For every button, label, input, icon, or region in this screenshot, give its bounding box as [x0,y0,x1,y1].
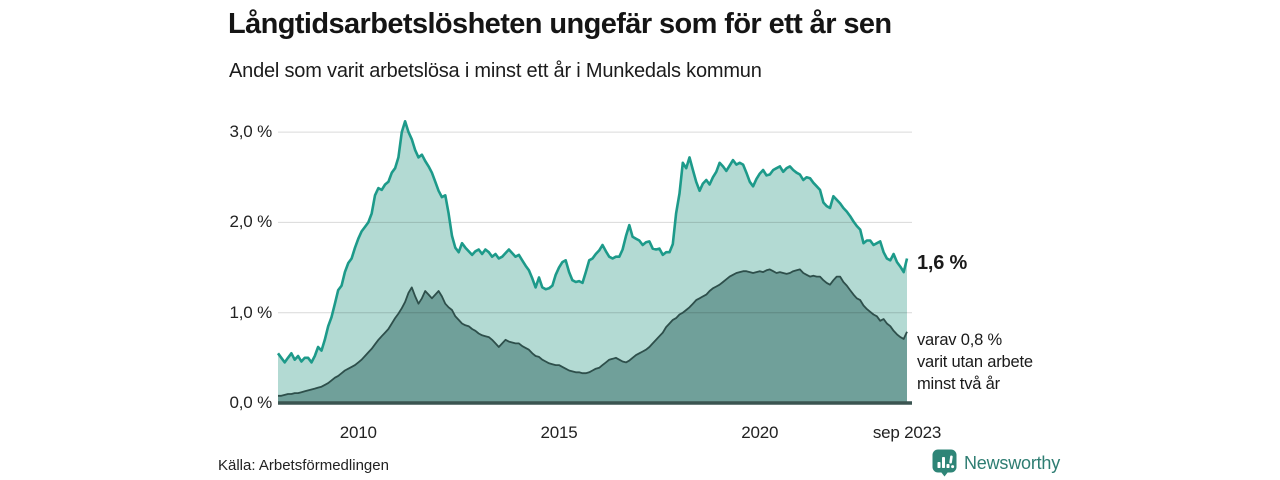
x-tick-label: 2015 [540,423,578,442]
area-subset [278,269,907,403]
line-total [276,120,909,364]
x-tick-label: sep 2023 [872,423,942,442]
x-tick-label: 2020 [741,423,779,442]
subset-label-line: minst två år [917,375,1000,393]
chart-title: Långtidsarbetslösheten ungefär som för e… [228,8,892,40]
newsworthy-wordmark: Newsworthy [964,452,1061,473]
x-tick-label: 2010 [339,423,377,442]
line-subset [278,268,908,397]
subset-label-line: varav 0,8 % [917,331,1002,349]
source-attribution: Källa: Arbetsförmedlingen [218,457,389,474]
subset-series-end-value-label: varav 0,8 % varit utan arbete minst två år [917,329,1033,395]
chart-subtitle: Andel som varit arbetslösa i minst ett å… [229,60,762,82]
newsworthy-brand: Newsworthy [932,448,1060,478]
area-chart-plot [276,120,912,405]
y-tick-label: 0,0 % [229,393,273,412]
y-tick-label: 3,0 % [229,122,273,142]
y-tick-label: 2,0 % [229,212,273,232]
subset-label-line: varit utan arbete [917,353,1033,371]
newsworthy-logo-icon [932,449,957,477]
y-tick-label: 1,0 % [229,302,273,322]
total-series-end-value-label: 1,6 % [917,252,968,274]
